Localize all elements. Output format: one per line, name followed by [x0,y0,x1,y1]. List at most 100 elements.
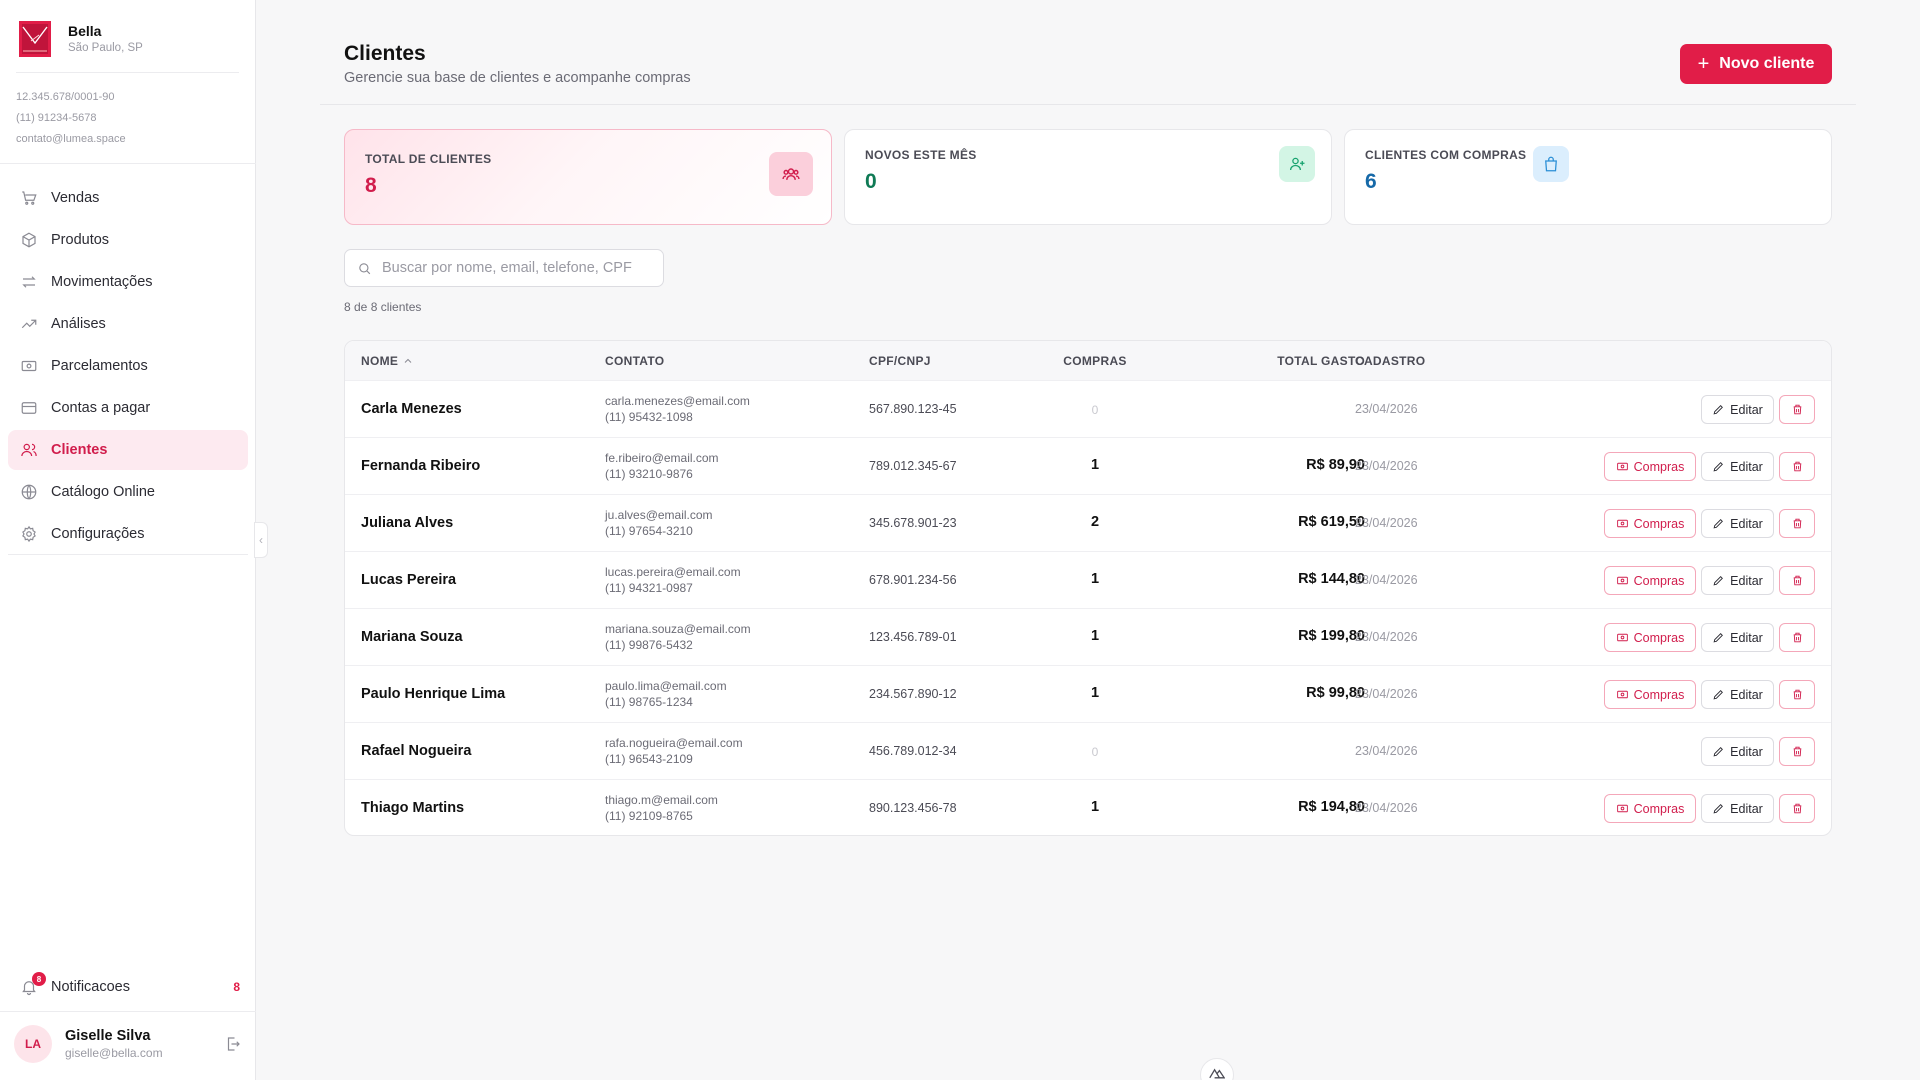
sidebar-item-analises[interactable]: Análises [8,304,248,344]
delete-button[interactable] [1779,509,1815,538]
delete-button[interactable] [1779,680,1815,709]
edit-label: Editar [1730,573,1763,588]
sidebar-item-label: Clientes [51,442,108,458]
banknote-icon [21,360,37,372]
trash-icon [1793,404,1801,415]
client-name: Rafael Nogueira [361,743,472,759]
edit-label: Editar [1730,459,1763,474]
client-total: - [1361,745,1365,759]
sidebar-item-label: Contas a pagar [51,400,151,416]
sidebar-item-catalogo-online[interactable]: Catálogo Online [8,472,248,512]
divider [320,104,1856,105]
credit-card-icon [21,402,37,414]
edit-label: Editar [1730,516,1763,531]
delete-button[interactable] [1779,452,1815,481]
client-doc: 456.789.012-34 [869,744,957,758]
client-created: 23/04/2026 [1355,402,1418,416]
delete-button[interactable] [1779,737,1815,766]
delete-button[interactable] [1779,623,1815,652]
devtools-button[interactable] [1200,1058,1234,1080]
edit-button[interactable]: Editar [1701,395,1774,424]
receipt-icon [1616,690,1628,699]
pencil-icon [1713,405,1724,415]
client-created: 23/04/2026 [1355,459,1418,473]
notifications-label: Notificacoes [51,979,130,995]
edit-button[interactable]: Editar [1701,509,1774,538]
trash-icon [1793,632,1801,643]
bell-icon [22,981,36,996]
column-header-name[interactable]: NOME [361,354,414,368]
stat-value: 0 [865,170,877,193]
purchases-label: Compras [1633,516,1685,531]
user-name: Giselle Silva [65,1028,151,1044]
client-phone: (11) 98765-1234 [605,695,693,709]
sidebar-item-contas-a-pagar[interactable]: Contas a pagar [8,388,248,428]
new-client-label: Novo cliente [1719,55,1815,72]
sidebar-item-parcelamentos[interactable]: Parcelamentos [8,346,248,386]
chevron-up-icon [404,358,412,363]
trash-icon [1793,518,1801,529]
client-created: 23/04/2026 [1355,630,1418,644]
edit-label: Editar [1730,630,1763,645]
stat-label: NOVOS ESTE MÊS [865,148,977,162]
purchases-button[interactable]: Compras [1604,794,1696,823]
trash-icon [1793,689,1801,700]
sidebar-item-label: Configurações [51,526,145,542]
client-total: R$ 144,80 [1298,571,1365,587]
purchases-label: Compras [1633,801,1685,816]
edit-button[interactable]: Editar [1701,737,1774,766]
edit-label: Editar [1730,402,1763,417]
purchases-button[interactable]: Compras [1604,452,1696,481]
edit-button[interactable]: Editar [1701,452,1774,481]
client-created: 23/04/2026 [1355,801,1418,815]
brand-phone: (11) 91234-5678 [16,112,97,124]
edit-button[interactable]: Editar [1701,794,1774,823]
receipt-icon [1616,804,1628,813]
sidebar-item-movimentacoes[interactable]: Movimentações [8,262,248,302]
row-actions: Compras Editar [1604,566,1815,595]
pencil-icon [1713,633,1724,643]
pencil-icon [1713,690,1724,700]
user-profile[interactable]: LA Giselle Silva giselle@bella.com [14,1025,242,1063]
client-email: fe.ribeiro@email.com [605,451,719,465]
search-box[interactable] [344,249,664,287]
client-doc: 789.012.345-67 [869,459,957,473]
brand-header[interactable]: Bella São Paulo, SP [0,0,255,57]
sidebar-item-clientes[interactable]: Clientes [8,430,248,470]
sidebar-collapse-button[interactable]: ‹ [254,522,268,558]
client-total: R$ 99,80 [1306,685,1365,701]
brand-name: Bella [68,22,102,39]
receipt-icon [1616,519,1628,528]
notifications-item[interactable]: 8 Notificacoes 8 [8,970,248,1004]
sidebar-item-produtos[interactable]: Produtos [8,220,248,260]
sidebar-item-label: Catálogo Online [51,484,155,500]
edit-button[interactable]: Editar [1701,623,1774,652]
edit-button[interactable]: Editar [1701,680,1774,709]
purchases-button[interactable]: Compras [1604,680,1696,709]
purchases-button[interactable]: Compras [1604,566,1696,595]
receipt-icon [1616,462,1628,471]
new-client-button[interactable]: + Novo cliente [1680,44,1832,84]
receipt-icon [1616,633,1628,642]
stat-label: CLIENTES COM COMPRAS [1365,148,1527,162]
row-actions: Editar [1701,737,1815,766]
user-plus-icon [1279,146,1315,182]
client-purchases: 2 [1090,514,1100,530]
delete-button[interactable] [1779,395,1815,424]
row-actions: Compras Editar [1604,680,1815,709]
edit-button[interactable]: Editar [1701,566,1774,595]
sidebar-item-configuracoes[interactable]: Configurações [8,514,248,554]
client-doc: 123.456.789-01 [869,630,957,644]
delete-button[interactable] [1779,566,1815,595]
sidebar-item-label: Análises [51,316,106,332]
search-input[interactable] [382,260,637,276]
box-icon [22,232,36,248]
sidebar-item-vendas[interactable]: Vendas [8,178,248,218]
purchases-button[interactable]: Compras [1604,623,1696,652]
client-purchases: 1 [1090,571,1100,587]
logout-icon[interactable] [224,1035,242,1053]
purchases-button[interactable]: Compras [1604,509,1696,538]
page-subtitle: Gerencie sua base de clientes e acompanh… [344,70,691,86]
main-content: Clientes Gerencie sua base de clientes e… [256,0,1920,1080]
delete-button[interactable] [1779,794,1815,823]
